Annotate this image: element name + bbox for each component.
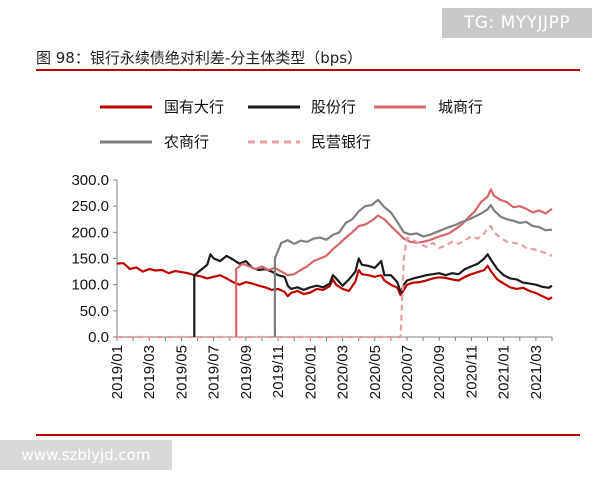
x-tick-label: 2021/01	[496, 345, 513, 399]
x-tick-label: 2019/05	[173, 345, 190, 399]
x-tick-label: 2019/01	[109, 345, 126, 399]
series-line-rural	[273, 198, 553, 337]
series-lines	[116, 188, 553, 339]
legend: 国有大行 股份行 城商行 农商行 民营银行	[100, 98, 483, 151]
series-line-private	[117, 225, 553, 339]
y-tick-label: 50.0	[80, 303, 109, 320]
y-tick-label: 250.0	[71, 198, 109, 215]
x-tick-label: 2020/09	[431, 345, 448, 399]
legend-label-state: 国有大行	[164, 98, 224, 116]
legend-label-joint: 股份行	[311, 98, 356, 116]
y-tick-label: 0.0	[88, 329, 109, 346]
y-tick-label: 100.0	[71, 277, 109, 294]
legend-label-private: 民营银行	[311, 133, 371, 151]
watermark-top: TG: MYYJJPP	[442, 8, 592, 38]
series-line-state	[116, 262, 553, 301]
x-tick-label: 2020/01	[302, 345, 319, 399]
x-tick-label: 2019/07	[206, 345, 223, 399]
y-tick-label: 300.0	[71, 172, 109, 189]
series-line-city	[235, 188, 553, 337]
y-tick-label: 200.0	[71, 224, 109, 241]
x-tick-label: 2020/11	[463, 345, 480, 398]
series-line-joint	[193, 253, 553, 337]
bottom-rule	[36, 434, 580, 436]
legend-label-rural: 农商行	[164, 133, 209, 151]
x-tick-label: 2020/03	[335, 345, 352, 399]
watermark-bottom: www.szblyjd.com	[0, 440, 172, 470]
x-tick-label: 2020/07	[399, 345, 416, 399]
legend-label-city: 城商行	[438, 98, 483, 116]
y-tick-label: 150.0	[71, 251, 109, 268]
x-tick-label: 2021/03	[528, 345, 545, 399]
x-tick-label: 2019/11	[270, 345, 287, 398]
x-tick-label: 2020/05	[367, 345, 384, 399]
x-tick-label: 2019/09	[238, 345, 255, 399]
title-rule	[36, 69, 580, 71]
figure-title: 图 98：银行永续债绝对利差-分主体类型（bps）	[36, 49, 363, 67]
x-tick-label: 2019/03	[141, 345, 158, 399]
